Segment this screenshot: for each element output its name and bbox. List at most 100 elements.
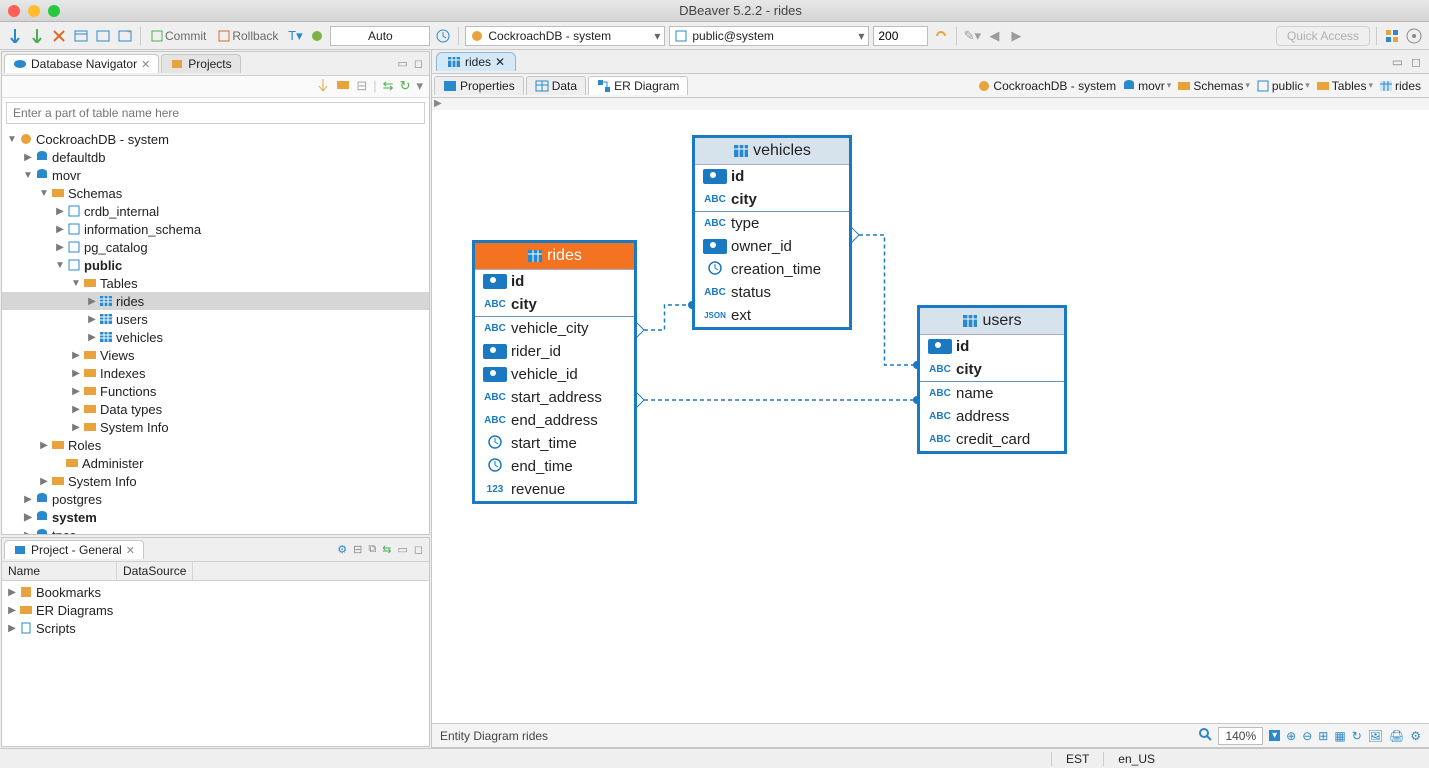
tree-node-schema[interactable]: pg_catalog <box>84 240 148 255</box>
row-limit-input[interactable] <box>873 26 928 46</box>
navigator-tree[interactable]: ▼CockroachDB - system ▶defaultdb ▼movr ▼… <box>2 128 429 534</box>
tree-node-folder[interactable]: System Info <box>68 474 137 489</box>
tree-node-folder[interactable]: Data types <box>100 402 162 417</box>
new-conn-view-icon[interactable] <box>316 78 330 95</box>
tree-node-db[interactable]: tpcc <box>52 528 76 535</box>
column-row[interactable]: id <box>475 270 634 293</box>
schema-combo[interactable]: public@system▾ <box>669 26 869 46</box>
tree-node-db[interactable]: postgres <box>52 492 102 507</box>
tab-projects[interactable]: Projects <box>161 54 240 73</box>
tree-node-table[interactable]: rides <box>116 294 144 309</box>
column-row[interactable]: ABCtype <box>695 212 849 235</box>
column-row[interactable]: ABCname <box>920 382 1064 405</box>
column-row[interactable]: ABCend_address <box>475 409 634 432</box>
print-icon[interactable]: 🖨 <box>1389 729 1404 743</box>
editor-tab-rides[interactable]: rides✕ <box>436 52 516 71</box>
er-canvas[interactable]: ridesidABCcityABCvehicle_cityrider_idveh… <box>432 110 1429 724</box>
history-icon[interactable] <box>434 27 452 45</box>
highlight-icon[interactable]: ✎▾ <box>963 27 981 45</box>
maximize-view-icon[interactable]: ◻ <box>414 543 423 556</box>
column-row[interactable]: creation_time <box>695 258 849 281</box>
bc-public[interactable]: public▾ <box>1256 79 1310 93</box>
bc-tables[interactable]: Tables▾ <box>1316 79 1373 93</box>
column-row[interactable]: ABCvehicle_city <box>475 317 634 340</box>
dbeaver-perspective-icon[interactable] <box>1405 27 1423 45</box>
zoom-in-icon[interactable]: ⊕ <box>1286 729 1296 743</box>
subtab-data[interactable]: Data <box>526 76 586 95</box>
tree-node-folder[interactable]: Administer <box>82 456 143 471</box>
bc-schemas[interactable]: Schemas▾ <box>1177 79 1250 93</box>
zoom-combo[interactable]: 140% <box>1218 727 1263 745</box>
close-icon[interactable]: ✕ <box>141 58 150 71</box>
column-row[interactable]: start_time <box>475 432 634 455</box>
tab-project[interactable]: Project - General✕ <box>4 540 144 559</box>
bc-rides[interactable]: rides <box>1379 79 1421 93</box>
column-row[interactable]: ABCcity <box>695 188 849 211</box>
column-row[interactable]: ABCstatus <box>695 281 849 304</box>
gear-icon[interactable]: ⚙ <box>1410 729 1421 743</box>
link-editor-icon[interactable]: ⇆ <box>383 78 394 95</box>
column-row[interactable]: id <box>695 165 849 188</box>
column-row[interactable]: ABCcredit_card <box>920 428 1064 451</box>
tree-node-schema[interactable]: information_schema <box>84 222 201 237</box>
view-menu-icon[interactable]: ▾ <box>416 78 423 95</box>
bc-connection[interactable]: CockroachDB - system <box>977 79 1116 93</box>
tree-node-folder[interactable]: Views <box>100 348 134 363</box>
link-icon[interactable] <box>932 27 950 45</box>
table-filter-input[interactable] <box>6 102 425 124</box>
tree-node-folder[interactable]: System Info <box>100 420 169 435</box>
project-node[interactable]: Scripts <box>36 621 76 636</box>
tree-node-table[interactable]: users <box>116 312 148 327</box>
tree-node-table[interactable]: vehicles <box>116 330 163 345</box>
zoom-out-icon[interactable]: ⊖ <box>1302 729 1312 743</box>
tree-node-folder[interactable]: Functions <box>100 384 156 399</box>
subtab-properties[interactable]: Properties <box>434 76 524 95</box>
project-node[interactable]: ER Diagrams <box>36 603 113 618</box>
collapse-tree-icon[interactable]: ⊟ <box>356 78 367 95</box>
refresh-diagram-icon[interactable]: ↻ <box>1352 729 1362 743</box>
grid-icon[interactable]: ▦ <box>1334 729 1345 743</box>
txn-mode-combo[interactable]: Auto <box>330 26 430 46</box>
folder-view-icon[interactable] <box>336 78 350 95</box>
column-row[interactable]: vehicle_id <box>475 363 634 386</box>
commit-button[interactable]: Commit <box>147 28 210 44</box>
tree-node-db[interactable]: movr <box>52 168 81 183</box>
column-row[interactable]: 123revenue <box>475 478 634 501</box>
subtab-er-diagram[interactable]: ER Diagram <box>588 76 688 95</box>
zoom-dropdown-icon[interactable]: ▾ <box>1269 730 1280 741</box>
tree-node-schemas[interactable]: Schemas <box>68 186 122 201</box>
tab-database-navigator[interactable]: Database Navigator✕ <box>4 54 159 73</box>
tree-node-db[interactable]: defaultdb <box>52 150 106 165</box>
copy-icon[interactable]: ⧉ <box>368 543 376 556</box>
connection-combo[interactable]: CockroachDB - system▾ <box>465 26 665 46</box>
disconnect-icon[interactable] <box>50 27 68 45</box>
back-icon[interactable]: ◀ <box>985 27 1003 45</box>
column-row[interactable]: ABCcity <box>475 293 634 316</box>
entity-rides[interactable]: ridesidABCcityABCvehicle_cityrider_idveh… <box>472 240 637 504</box>
tree-node-db[interactable]: system <box>52 510 97 525</box>
refresh-view-icon[interactable]: ↻ <box>400 78 411 95</box>
rollback-button[interactable]: Rollback <box>214 28 282 44</box>
tree-node-connection[interactable]: CockroachDB - system <box>36 132 169 147</box>
minimize-view-icon[interactable]: ▭ <box>397 57 407 70</box>
column-row[interactable]: rider_id <box>475 340 634 363</box>
maximize-window-button[interactable] <box>48 5 60 17</box>
project-node[interactable]: Bookmarks <box>36 585 101 600</box>
minimize-editor-icon[interactable]: ▭ <box>1392 55 1403 69</box>
column-row[interactable]: ABCcity <box>920 358 1064 381</box>
close-icon[interactable]: ✕ <box>495 55 505 69</box>
column-row[interactable]: ABCstart_address <box>475 386 634 409</box>
new-connection-icon[interactable] <box>6 27 24 45</box>
tree-node-schema[interactable]: public <box>84 258 122 273</box>
search-icon[interactable] <box>1198 727 1212 744</box>
column-row[interactable]: ABCaddress <box>920 405 1064 428</box>
bc-db[interactable]: movr▾ <box>1122 79 1171 93</box>
sql-script-icon[interactable] <box>94 27 112 45</box>
gear-icon[interactable]: ⚙ <box>337 543 347 556</box>
quick-access-input[interactable]: Quick Access <box>1276 26 1370 46</box>
export-icon[interactable]: 🖼 <box>1368 729 1383 743</box>
entity-vehicles[interactable]: vehiclesidABCcityABCtypeowner_idcreation… <box>692 135 852 330</box>
column-row[interactable]: end_time <box>475 455 634 478</box>
tree-node-schema[interactable]: crdb_internal <box>84 204 159 219</box>
layout-icon[interactable]: ⊞ <box>1318 729 1328 743</box>
